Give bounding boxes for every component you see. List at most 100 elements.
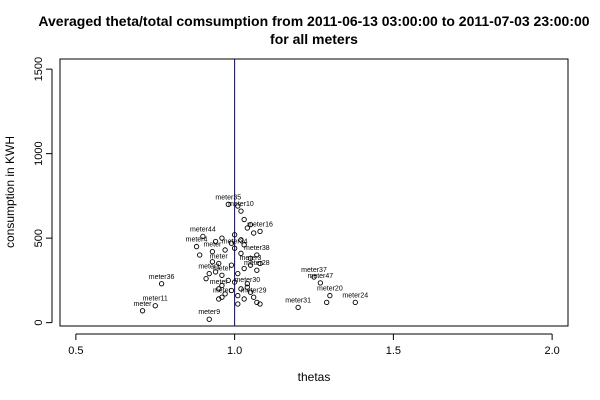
- chart-title-line1: Averaged theta/total comsumption from 20…: [38, 13, 589, 29]
- data-point-label: meter30: [234, 277, 260, 284]
- data-point: [241, 242, 247, 248]
- chart-title-line2: for all meters: [270, 31, 358, 47]
- y-axis: 0 500 1000 1500: [33, 57, 53, 326]
- data-point-label: meter44: [190, 226, 216, 233]
- data-point: [352, 299, 358, 305]
- data-point: [254, 267, 260, 273]
- data-point: [200, 233, 206, 240]
- data-point-label: meter: [203, 242, 222, 249]
- data-point-label: meter38: [244, 245, 270, 252]
- data-point: [244, 281, 250, 287]
- data-point: [222, 291, 228, 297]
- data-point: [244, 284, 250, 290]
- data-point-label: meter: [210, 279, 229, 286]
- y-tick-label: 1000: [33, 141, 45, 165]
- data-point-label: meter34: [222, 238, 248, 245]
- data-point-label: meter16: [247, 221, 273, 228]
- data-point: [216, 286, 222, 292]
- data-point-label: meter: [213, 287, 232, 294]
- data-point: [222, 247, 228, 253]
- data-point: [317, 280, 323, 286]
- data-point: [193, 243, 200, 250]
- data-point: [225, 201, 231, 207]
- data-point: [327, 292, 333, 299]
- data-point: [257, 228, 263, 235]
- data-point: [235, 292, 241, 299]
- data-point: [216, 260, 222, 267]
- data-point-label: meter20: [317, 286, 343, 293]
- data-point-label: meter47: [308, 273, 334, 280]
- data-point: [247, 289, 254, 295]
- plot-area: [59, 58, 569, 327]
- data-point: [219, 294, 225, 300]
- data-point: [235, 270, 241, 277]
- data-point: [231, 279, 238, 285]
- data-point: [247, 255, 254, 262]
- data-point: [197, 252, 203, 258]
- data-point: [254, 252, 260, 258]
- data-point-label: meter10: [228, 201, 254, 208]
- x-tick-label: 1.5: [386, 345, 401, 357]
- data-point: [241, 296, 247, 302]
- data-point-label: meter: [213, 265, 232, 272]
- data-point-label: meter4: [186, 237, 208, 244]
- data-point: [244, 225, 250, 231]
- data-point-label: meter24: [342, 292, 368, 299]
- data-point: [238, 250, 244, 256]
- data-point: [212, 269, 219, 275]
- data-point: [139, 308, 146, 314]
- data-point-label: meter36: [149, 274, 175, 281]
- data-point: [247, 221, 254, 228]
- data-point-label: meter31: [285, 297, 311, 304]
- data-point: [206, 316, 212, 322]
- data-point: [219, 282, 225, 289]
- data-point-label: meter29: [241, 287, 267, 294]
- data-point: [257, 260, 263, 267]
- y-axis-label: consumption in KWH: [3, 136, 17, 248]
- data-point: [238, 208, 244, 214]
- data-point: [231, 232, 238, 238]
- data-point: [219, 272, 225, 278]
- data-point: [235, 203, 241, 209]
- x-axis-label: thetas: [298, 370, 331, 384]
- data-point: [228, 240, 235, 246]
- data-point: [228, 287, 235, 294]
- data-point-label: meter9: [198, 309, 220, 316]
- data-point-label: meter3: [240, 255, 262, 262]
- data-point: [203, 276, 209, 282]
- x-tick-label: 1.0: [227, 345, 242, 357]
- data-point: [247, 262, 254, 268]
- data-point-label: meter: [134, 301, 153, 308]
- data-point: [257, 301, 263, 307]
- data-point-label: meter1: [198, 264, 220, 271]
- data-point: [206, 270, 212, 277]
- x-tick-label: 2.0: [544, 345, 559, 357]
- data-point: [241, 216, 247, 223]
- data-point: [152, 303, 158, 309]
- data-point: [158, 281, 165, 287]
- x-axis: 0.5 1.0 1.5 2.0: [68, 333, 560, 357]
- data-point: [235, 301, 241, 307]
- y-tick-label: 0: [33, 320, 45, 326]
- data-point: [238, 237, 244, 243]
- data-points: [139, 201, 358, 322]
- data-point-label: meter11: [143, 296, 168, 303]
- data-point-label: meter: [210, 253, 229, 260]
- data-point-label: meter28: [244, 260, 270, 267]
- data-point: [231, 245, 238, 251]
- data-point: [225, 277, 231, 284]
- data-point: [251, 230, 257, 236]
- data-point: [219, 235, 225, 241]
- y-tick-label: 1500: [33, 57, 45, 81]
- data-point-label: meter35: [215, 194, 241, 201]
- data-point-label: meter37: [301, 267, 327, 274]
- data-point: [209, 248, 216, 255]
- data-point: [212, 238, 219, 245]
- data-point: [209, 259, 216, 265]
- data-point: [295, 304, 301, 311]
- data-point: [324, 299, 330, 305]
- y-tick-label: 500: [33, 229, 45, 247]
- data-point: [241, 265, 247, 272]
